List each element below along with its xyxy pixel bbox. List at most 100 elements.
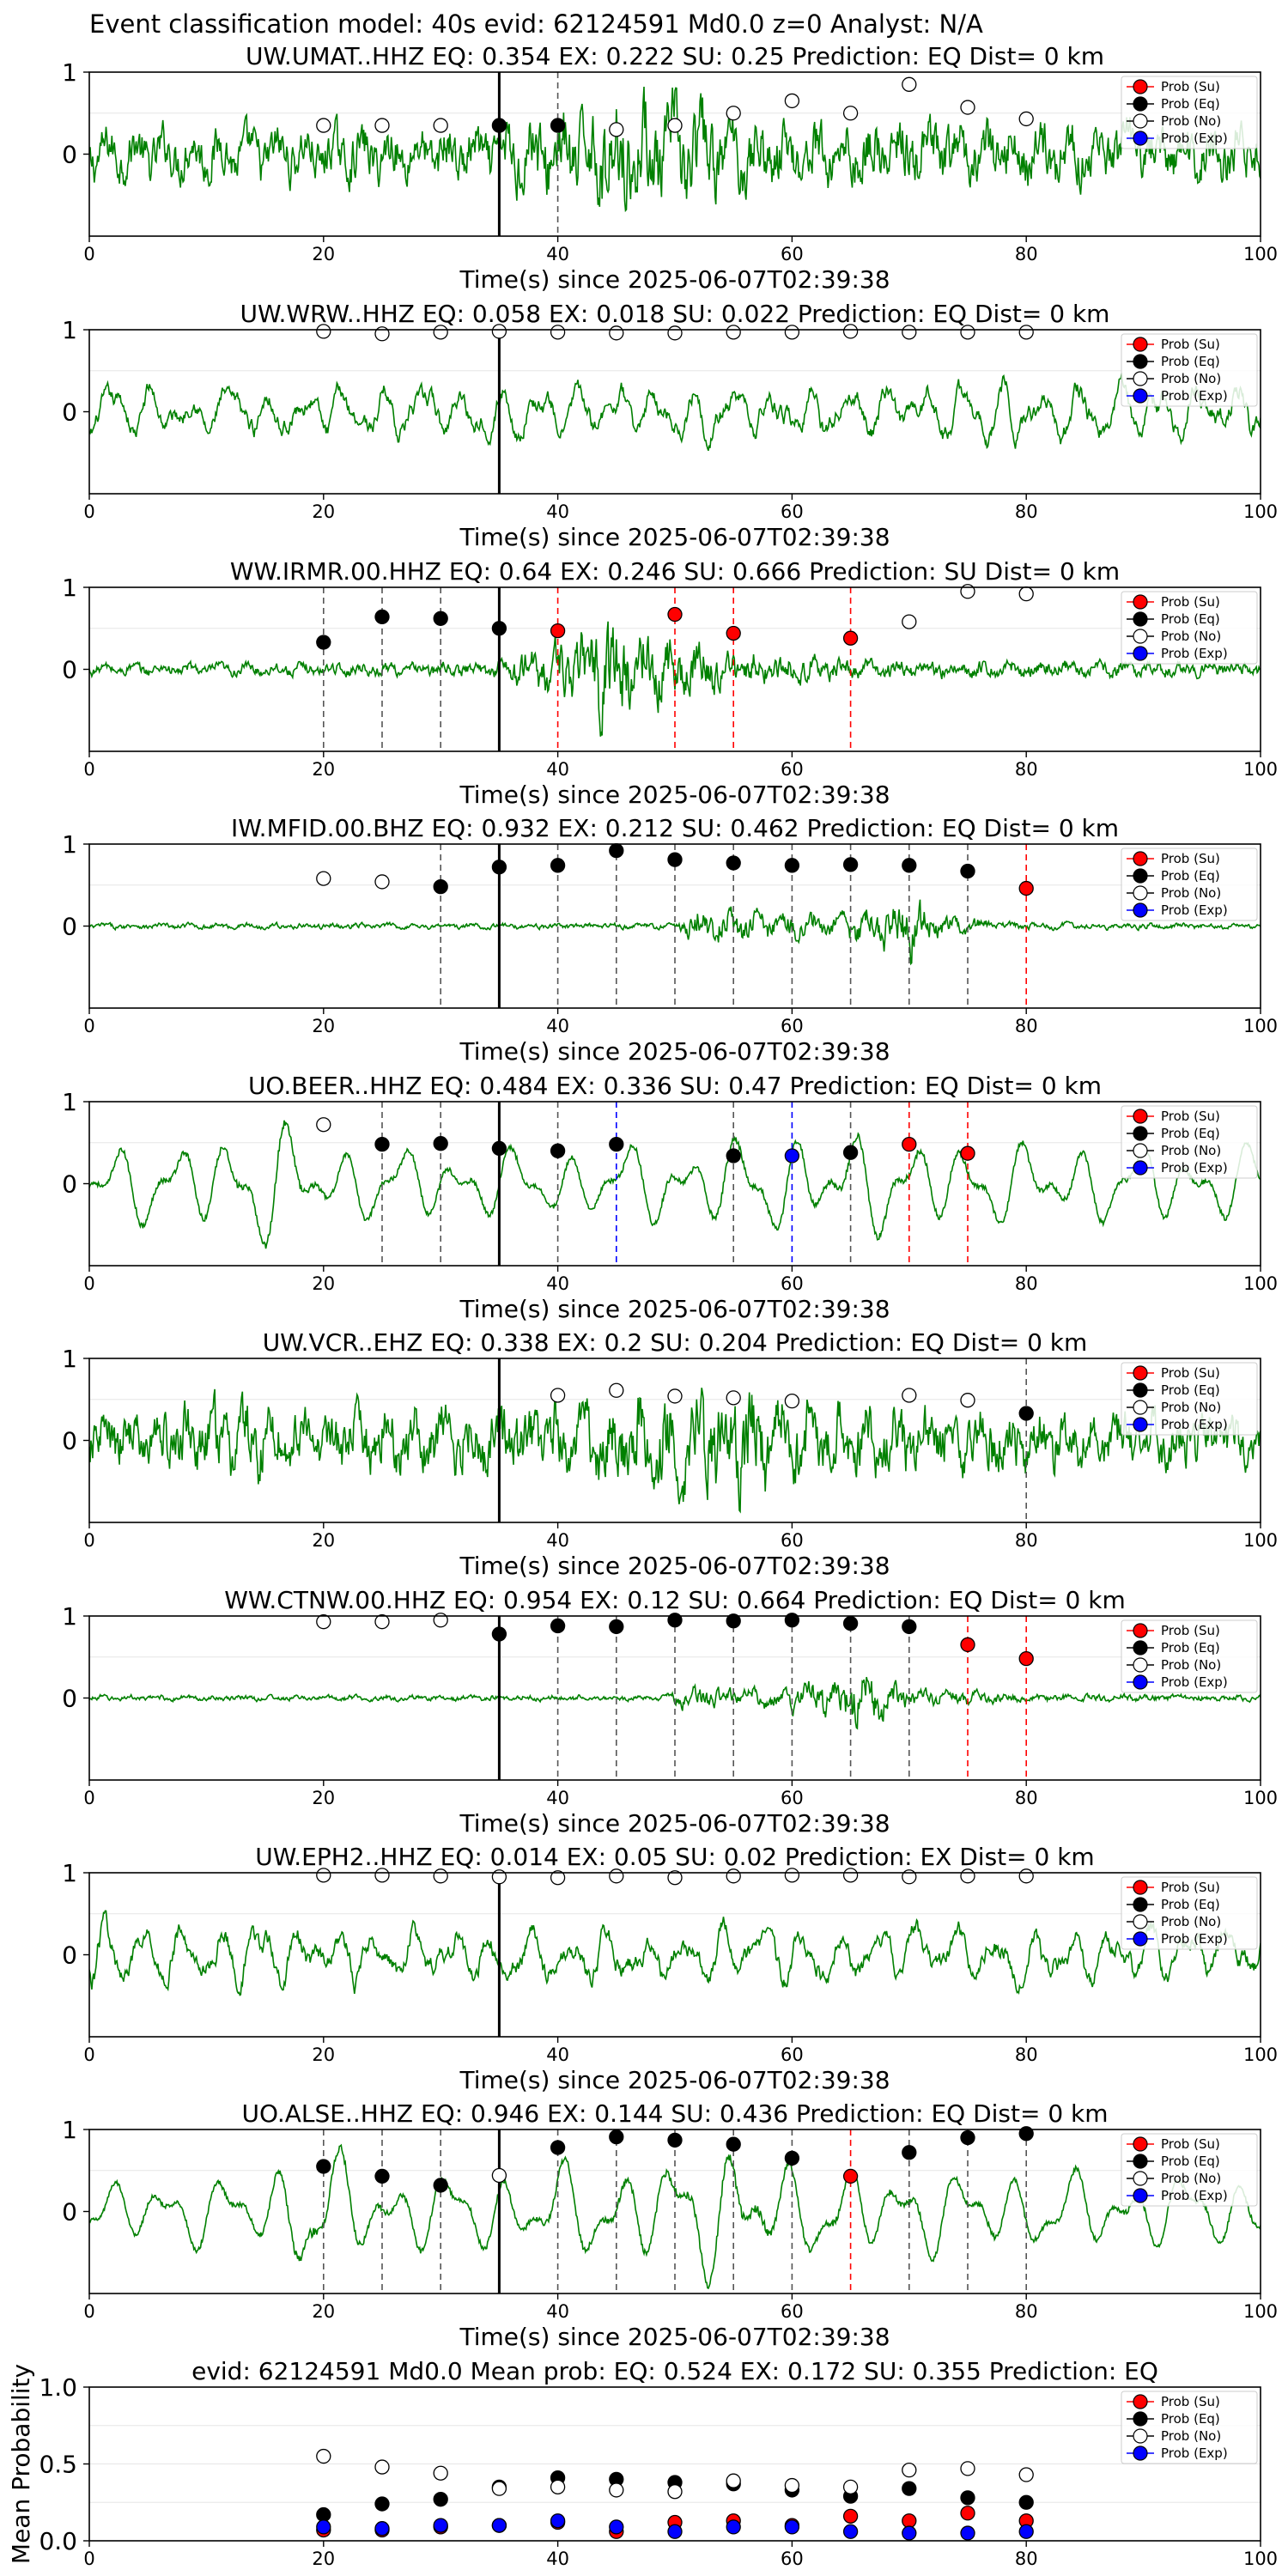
- legend-marker: [1133, 1126, 1148, 1141]
- prob-no-point: [374, 874, 390, 890]
- prob-no-point: [667, 118, 683, 133]
- y-tick-label: 0: [62, 1427, 77, 1455]
- x-tick-label: 100: [1243, 1530, 1278, 1551]
- prob-su-point: [726, 625, 741, 641]
- x-axis-label: Time(s) since 2025-06-07T02:39:38: [459, 523, 890, 551]
- legend-marker: [1133, 1931, 1148, 1947]
- legend-label: Prob (No): [1161, 629, 1221, 644]
- legend-marker: [1133, 1160, 1148, 1176]
- prob-exp-point: [842, 2524, 859, 2539]
- panel-7: WW.CTNW.00.HHZ EQ: 0.954 EX: 0.12 SU: 0.…: [62, 1586, 1278, 1838]
- prob-no-point: [550, 2479, 566, 2495]
- prob-eq-point: [726, 1148, 741, 1163]
- prob-no-point: [726, 106, 741, 121]
- x-tick-label: 80: [1015, 1273, 1038, 1294]
- prob-no-point: [902, 325, 917, 340]
- legend-label: Prob (No): [1161, 885, 1221, 901]
- legend-label: Prob (Exp): [1161, 1417, 1228, 1432]
- prob-eq-point: [609, 1619, 624, 1635]
- legend-label: Prob (Exp): [1161, 2188, 1228, 2203]
- y-tick-label: 0.0: [39, 2527, 77, 2555]
- prob-no-point: [784, 325, 800, 340]
- y-tick-label: 0.5: [39, 2451, 77, 2479]
- legend-label: Prob (Exp): [1161, 131, 1228, 146]
- panels: UW.UMAT..HHZ EQ: 0.354 EX: 0.222 SU: 0.2…: [7, 42, 1278, 2569]
- x-tick-label: 100: [1243, 244, 1278, 264]
- x-tick-label: 60: [781, 759, 804, 780]
- prob-no-point: [726, 1868, 741, 1884]
- legend-box: [1121, 2391, 1258, 2464]
- legend-label: Prob (No): [1161, 2428, 1221, 2444]
- legend-label: Prob (Su): [1161, 2394, 1220, 2409]
- prob-exp-point: [1018, 2524, 1034, 2539]
- legend-label: Prob (Eq): [1161, 1640, 1220, 1656]
- legend-label: Prob (Su): [1161, 1880, 1220, 1895]
- prob-no-point: [609, 2482, 624, 2498]
- legend-box: [1121, 1876, 1258, 1950]
- legend-marker: [1133, 2445, 1148, 2461]
- legend-marker: [1133, 2154, 1148, 2169]
- x-tick-label: 20: [312, 501, 335, 522]
- prob-no-point: [960, 2461, 975, 2476]
- prob-no-point: [726, 1390, 741, 1406]
- legend-label: Prob (Exp): [1161, 902, 1228, 918]
- prob-no-point: [902, 1388, 917, 1403]
- y-tick-label: 1: [62, 2116, 77, 2144]
- prob-no-point: [902, 2463, 917, 2478]
- legend-label: Prob (No): [1161, 1657, 1221, 1673]
- x-tick-label: 0: [83, 501, 94, 522]
- prob-eq-point: [726, 855, 741, 871]
- legend-label: Prob (Eq): [1161, 1126, 1220, 1141]
- panel-title: UO.BEER..HHZ EQ: 0.484 EX: 0.336 SU: 0.4…: [248, 1072, 1102, 1100]
- panel-title: WW.IRMR.00.HHZ EQ: 0.64 EX: 0.246 SU: 0.…: [230, 557, 1120, 586]
- x-tick-label: 100: [1243, 1273, 1278, 1294]
- legend-label: Prob (Eq): [1161, 1897, 1220, 1912]
- prob-eq-point: [902, 2481, 917, 2496]
- legend-label: Prob (Su): [1161, 851, 1220, 866]
- prob-no-point: [902, 76, 917, 92]
- prob-eq-point: [609, 842, 624, 859]
- legend-label: Prob (Su): [1161, 337, 1220, 352]
- prob-su-point: [1018, 1651, 1034, 1667]
- x-tick-label: 20: [312, 2301, 335, 2322]
- y-axis-label: Mean Probability: [7, 2364, 35, 2564]
- y-tick-label: 1.0: [39, 2373, 77, 2402]
- legend-marker: [1133, 1623, 1148, 1638]
- prob-exp-point: [902, 2525, 917, 2541]
- x-tick-label: 100: [1243, 501, 1278, 522]
- x-tick-label: 20: [312, 2549, 335, 2569]
- prob-no-point: [374, 118, 390, 133]
- y-tick-label: 1: [62, 830, 77, 859]
- legend-label: Prob (Exp): [1161, 1674, 1228, 1690]
- legend-label: Prob (Exp): [1161, 1931, 1228, 1947]
- legend-label: Prob (Su): [1161, 2136, 1220, 2152]
- prob-eq-point: [433, 1136, 448, 1151]
- y-tick-label: 0: [62, 913, 77, 941]
- x-tick-label: 0: [83, 1788, 94, 1808]
- x-tick-label: 20: [312, 1273, 335, 1294]
- prob-exp-point: [609, 2519, 624, 2535]
- prob-eq-point: [550, 1618, 566, 1634]
- panel-8: UW.EPH2..HHZ EQ: 0.014 EX: 0.05 SU: 0.02…: [62, 1843, 1278, 2094]
- prob-no-point: [667, 325, 683, 341]
- prob-eq-point: [667, 852, 683, 867]
- x-tick-label: 20: [312, 2044, 335, 2065]
- prob-no-point: [726, 2473, 741, 2488]
- legend-marker: [1133, 2171, 1148, 2186]
- prob-su-point: [550, 623, 566, 639]
- x-axis-label: Time(s) since 2025-06-07T02:39:38: [459, 1295, 890, 1323]
- prob-no-point: [374, 1614, 390, 1630]
- prob-no-point: [902, 1869, 917, 1885]
- prob-no-point: [842, 106, 859, 121]
- legend-marker: [1133, 1109, 1148, 1124]
- x-tick-label: 80: [1015, 244, 1038, 264]
- prob-su-point: [667, 606, 683, 623]
- prob-su-point: [1018, 880, 1034, 896]
- panel-title: evid: 62124591 Md0.0 Mean prob: EQ: 0.52…: [191, 2357, 1158, 2385]
- legend-marker: [1133, 1674, 1148, 1690]
- prob-su-point: [960, 1637, 975, 1653]
- y-tick-label: 0: [62, 1170, 77, 1199]
- seismic-trace: [89, 621, 1261, 737]
- prob-no-point: [667, 1870, 683, 1886]
- prob-no-point: [667, 2484, 683, 2500]
